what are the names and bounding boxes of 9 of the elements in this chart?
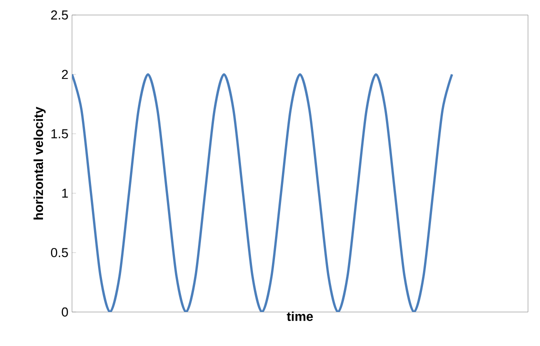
y-tick-label: 1 (62, 188, 68, 198)
x-axis-title: time (286, 312, 313, 322)
line-series (72, 73, 454, 312)
y-tick-label: 0.5 (50, 248, 68, 258)
y-axis-title: horizontal velocity (34, 106, 46, 220)
y-tick-label: 1.5 (51, 129, 68, 138)
y-tick-label: 2 (62, 70, 68, 79)
y-tick-label: 0 (62, 307, 68, 317)
y-tick-label: 2.5 (51, 10, 68, 20)
